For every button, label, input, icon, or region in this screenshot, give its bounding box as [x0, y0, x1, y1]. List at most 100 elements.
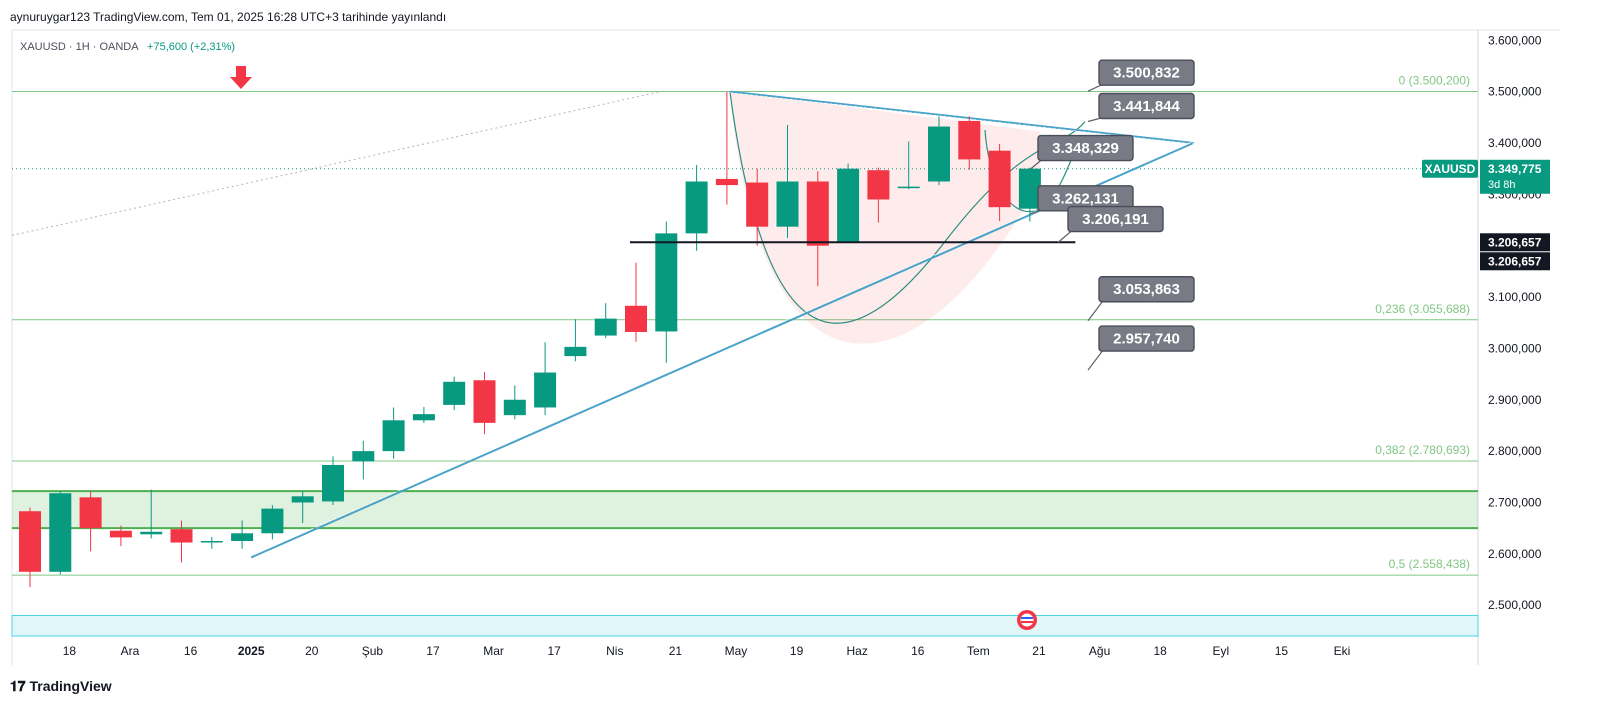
candle-body-19	[594, 318, 617, 336]
callout-label-4: 3.206,191	[1082, 211, 1149, 228]
candle-body-26	[806, 181, 829, 246]
candle-body-23	[715, 178, 738, 186]
x-tick-12: 19	[790, 644, 804, 658]
triangle-upper-line	[729, 90, 1194, 144]
candle-body-22	[685, 181, 708, 234]
fib-label-2: 0,382 (2.780,693)	[1375, 443, 1470, 457]
symbol-info-bar: XAUUSD · 1H · OANDA +75,600 (+2,31%)	[20, 41, 235, 53]
x-tick-20: 15	[1275, 644, 1289, 658]
y-tick-6: 2.900,000	[1488, 393, 1542, 407]
y-tick-9: 2.600,000	[1488, 547, 1542, 561]
x-tick-16: 21	[1032, 644, 1046, 658]
x-tick-4: 20	[305, 644, 319, 658]
y-tick-7: 2.800,000	[1488, 444, 1542, 458]
candle-body-14	[443, 381, 466, 405]
candle-body-30	[928, 126, 950, 182]
callout-pointer-4	[1057, 230, 1073, 243]
candle-body-28	[867, 170, 890, 200]
down-arrow-icon	[230, 66, 252, 89]
candle-body-32	[988, 150, 1011, 208]
level-tag-label-1: 3.206,657	[1488, 254, 1542, 268]
candle-body-6	[200, 540, 223, 543]
candle-body-8	[261, 508, 284, 534]
news-flag-stripe-2	[1021, 621, 1033, 623]
candle-body-11	[352, 451, 375, 462]
x-tick-18: 18	[1154, 644, 1168, 658]
news-flag-stripe	[1021, 617, 1033, 619]
triangle-lower-dash	[251, 140, 1194, 556]
candle-body-9	[291, 496, 314, 503]
candle-body-13	[412, 414, 435, 421]
callout-box-2	[1037, 134, 1134, 162]
candle-body-27	[837, 168, 860, 242]
candle-body-2	[79, 497, 102, 529]
candle-body-0	[19, 511, 41, 572]
x-tick-17: Ağu	[1089, 644, 1110, 658]
fib-label-3: 0,5 (2.558,438)	[1389, 557, 1470, 571]
symbol-info[interactable]: XAUUSD · 1H · OANDA	[20, 41, 138, 53]
callout-box-5	[1098, 276, 1195, 303]
x-tick-1: Ara	[121, 644, 140, 658]
x-tick-6: 17	[426, 644, 440, 658]
cup-fill	[729, 91, 1040, 344]
x-tick-9: Nis	[606, 644, 623, 658]
candle-body-12	[382, 420, 405, 452]
candle-body-24	[746, 182, 769, 227]
callout-box-6	[1098, 325, 1195, 352]
x-tick-5: Şub	[362, 644, 384, 658]
candle-body-10	[322, 464, 344, 502]
callout-pointer-5	[1087, 300, 1104, 322]
y-tick-10: 2.500,000	[1488, 598, 1542, 612]
x-tick-8: 17	[548, 644, 562, 658]
tradingview-brand[interactable]: 𝟏𝟕 TradingView	[10, 678, 112, 695]
cyan-zone	[11, 614, 1479, 637]
price-tag-symbol: XAUUSD	[1425, 162, 1476, 176]
level-tag-label-0: 3.206,657	[1488, 235, 1542, 249]
y-tick-0: 3.600,000	[1488, 33, 1542, 47]
callout-label-0: 3.500,832	[1113, 65, 1180, 82]
fib-label-0: 0 (3.500,200)	[1399, 74, 1470, 88]
x-tick-13: Haz	[847, 644, 868, 658]
candle-body-17	[534, 372, 557, 408]
candle-body-5	[170, 529, 193, 543]
candle-body-16	[503, 399, 526, 416]
candle-body-15	[473, 380, 496, 423]
price-change: +75,600 (+2,31%)	[147, 41, 236, 53]
demand-zone	[12, 491, 1478, 529]
news-flag-inner	[1020, 613, 1034, 627]
price-tag-symbol-bg	[1422, 159, 1478, 178]
price-tag-bg	[1480, 159, 1550, 194]
candle-body-7	[231, 533, 254, 541]
candle-body-18	[564, 346, 587, 357]
candle-body-29	[897, 186, 920, 189]
price-tag-countdown: 3d 8h	[1488, 179, 1516, 191]
x-tick-11: May	[725, 644, 748, 658]
brand-name: TradingView	[29, 678, 112, 694]
candle-body-21	[655, 233, 678, 332]
callout-label-5: 3.053,863	[1113, 281, 1180, 298]
x-tick-21: Eki	[1334, 644, 1351, 658]
callout-pointer-6	[1087, 349, 1104, 371]
level-tag-bg-0	[1480, 233, 1550, 252]
candle-body-1	[49, 493, 72, 572]
candle-body-3	[109, 530, 132, 538]
y-tick-4: 3.100,000	[1488, 290, 1542, 304]
callout-box-0	[1098, 59, 1195, 86]
callout-label-2: 3.348,329	[1052, 140, 1119, 157]
x-tick-7: Mar	[483, 644, 504, 658]
y-tick-5: 3.000,000	[1488, 341, 1542, 355]
tv-logo-icon: 𝟏𝟕	[10, 678, 30, 694]
candle-body-33	[1018, 168, 1041, 209]
candle-body-4	[140, 531, 163, 535]
fib-label-1: 0,236 (3.055,688)	[1375, 302, 1470, 316]
callout-label-1: 3.441,844	[1113, 98, 1180, 115]
callout-label-3: 3.262,131	[1052, 190, 1119, 207]
callout-pointer-2	[1029, 159, 1043, 170]
level-tag-bg-1	[1480, 252, 1550, 271]
x-tick-14: 16	[911, 644, 925, 658]
callout-box-4	[1067, 205, 1164, 233]
y-tick-1: 3.500,000	[1488, 85, 1542, 99]
x-tick-10: 21	[669, 644, 683, 658]
